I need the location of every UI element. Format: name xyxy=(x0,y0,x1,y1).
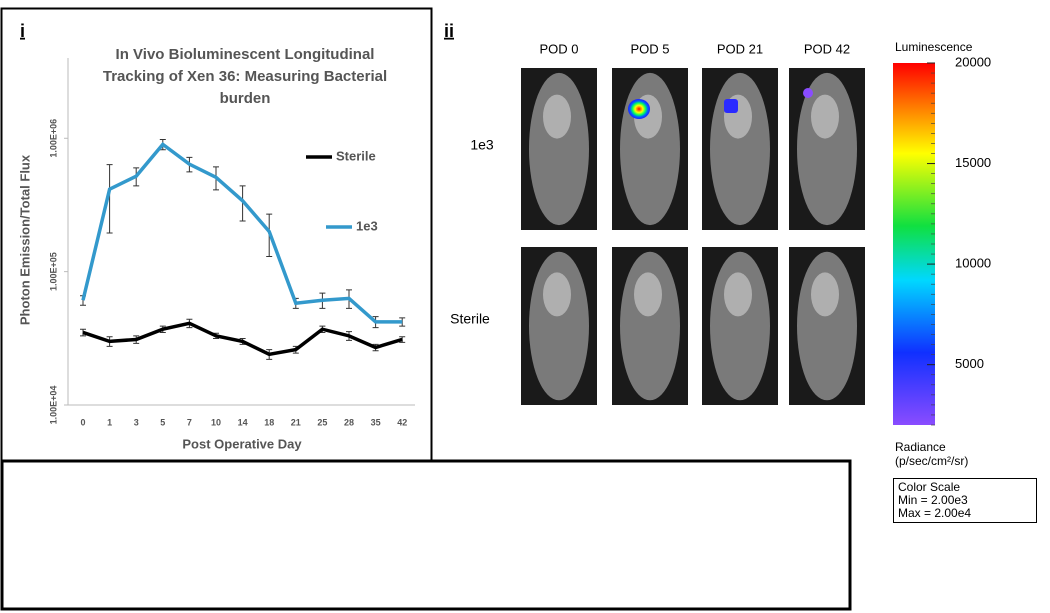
mouse-highlight xyxy=(543,272,571,317)
scale-box-line: Min = 2.00e3 xyxy=(898,493,968,507)
colorbar-tick-label: 20000 xyxy=(955,54,991,69)
row-label: 1e3 xyxy=(470,137,494,153)
x-tick-label: 1 xyxy=(107,417,112,427)
scale-box-line: Max = 2.00e4 xyxy=(898,506,971,520)
x-tick-label: 5 xyxy=(160,417,165,427)
colorbar-tick-label: 15000 xyxy=(955,155,991,170)
y-axis-label: Photon Emission/Total Flux xyxy=(17,154,32,325)
x-tick-label: 42 xyxy=(397,417,407,427)
colorbar xyxy=(893,63,935,425)
column-label: POD 0 xyxy=(539,41,578,56)
colorbar-units: Radiance xyxy=(895,440,946,454)
line xyxy=(82,321,403,357)
mouse-highlight xyxy=(724,272,752,317)
x-tick-label: 21 xyxy=(291,417,301,427)
signal-spot xyxy=(803,88,813,98)
y-tick-label: 1.00E+04 xyxy=(48,386,58,425)
chart-title: In Vivo Bioluminescent Longitudinal Trac… xyxy=(102,46,388,107)
column-label: POD 21 xyxy=(717,41,763,56)
colorbar-tick-label: 5000 xyxy=(955,356,984,371)
x-tick-label: 0 xyxy=(80,417,85,427)
x-tick-label: 14 xyxy=(238,417,248,427)
mouse-highlight xyxy=(634,272,662,317)
x-tick-label: 10 xyxy=(211,417,221,427)
line xyxy=(81,142,403,324)
x-axis-label: Post Operative Day xyxy=(182,436,302,451)
mouse-highlight xyxy=(543,94,571,139)
panel-label: ii xyxy=(444,21,454,41)
column-label: POD 42 xyxy=(804,41,850,56)
mouse-highlight xyxy=(811,272,839,317)
signal-spot xyxy=(724,99,738,113)
x-tick-label: 18 xyxy=(264,417,274,427)
colorbar-tick-label: 10000 xyxy=(955,256,991,271)
scale-box xyxy=(893,478,1037,523)
panel-label: i xyxy=(20,21,25,41)
x-tick-label: 28 xyxy=(344,417,354,427)
x-tick-label: 7 xyxy=(187,417,192,427)
legend-label: Sterile xyxy=(336,148,376,163)
x-tick-label: 35 xyxy=(371,417,381,427)
y-tick-label: 1.00E+06 xyxy=(48,119,58,158)
colorbar-title: Luminescence xyxy=(895,40,973,54)
x-tick-label: 25 xyxy=(317,417,327,427)
column-label: POD 5 xyxy=(630,41,669,56)
legend-label: 1e3 xyxy=(356,218,378,233)
y-tick-label: 1.00E+05 xyxy=(48,252,58,291)
colorbar-units: (p/sec/cm²/sr) xyxy=(895,454,968,468)
row-label: Sterile xyxy=(450,311,490,327)
empty-box xyxy=(0,459,852,611)
error-bar xyxy=(106,164,113,234)
scale-box-line: Color Scale xyxy=(898,480,960,494)
mouse-highlight xyxy=(811,94,839,139)
x-tick-label: 3 xyxy=(134,417,139,427)
signal-spot xyxy=(628,99,650,119)
